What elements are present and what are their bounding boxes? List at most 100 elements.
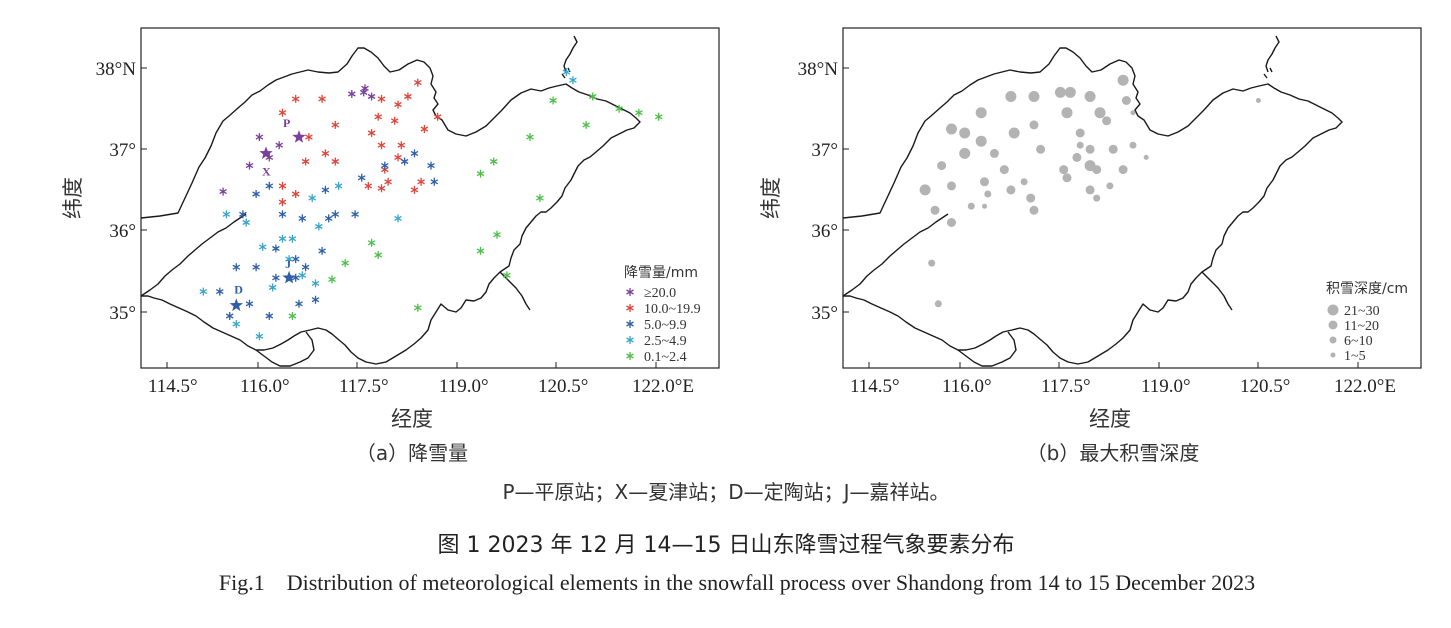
panel-a-xtick: 117.5° [339,376,389,397]
snowfall-point [433,112,442,121]
snowfall-point [394,100,402,109]
snowfall-point [215,287,224,296]
snow-depth-point [1106,182,1114,190]
snowfall-point [321,149,330,158]
snowfall-point [420,125,429,133]
legend-b-marker [1330,352,1336,358]
snowfall-point [245,161,254,170]
figure-title-en: Fig.1 Distribution of meteorological ele… [219,570,1255,595]
snowfall-point [291,190,300,198]
snowfall-point [311,295,320,304]
snowfall-point [569,76,577,85]
snowfall-point [232,320,241,329]
legend-b-marker [1327,304,1339,316]
legend-b-label: 11~20 [1344,319,1379,334]
snow-depth-point [1108,144,1118,154]
snow-depth-point [967,202,975,210]
panel-b-ytick: 37° [811,140,838,161]
snowfall-point [536,194,544,203]
snowfall-point [239,210,247,219]
panel-a-ylabel: 纬度 [61,177,85,219]
snowfall-point [252,263,260,272]
snowfall-point [331,120,340,129]
panel-a-xtick: 120.5° [538,376,588,397]
panel-b-ylabel: 纬度 [759,177,783,219]
snowfall-point [278,234,287,243]
snowfall-point [275,141,284,150]
legend-a-label: ≥20.0 [644,286,676,301]
snowfall-point [265,181,274,190]
snowfall-point [232,263,241,272]
snow-depth-point [1084,91,1096,102]
snow-depth-point [1029,205,1039,215]
snow-depth-point [934,300,942,308]
snowfall-point [272,244,280,253]
snowfall-point [341,259,350,268]
snow-depth-point [1008,127,1020,139]
snowfall-point [288,312,297,320]
snowfall-point [400,157,409,166]
legend-b-label: 6~10 [1344,334,1373,349]
snowfall-point [351,210,359,219]
snowfall-point [549,96,557,105]
snowfall-point [318,246,326,255]
snowfall-point [377,94,386,103]
snowfall-point [324,214,333,223]
panel-a-frame [140,27,720,369]
snowfall-point [291,273,300,282]
snowfall-point [380,161,389,170]
snowfall-point [321,185,330,194]
snowfall-point [291,255,300,264]
panel-b-xtick: 117.5° [1041,376,1091,397]
snowfall-point [278,108,287,117]
snow-depth-point [959,127,971,139]
panel-b-xtick: 116.0° [942,376,992,397]
snowfall-point [331,157,340,166]
snowfall-point [255,332,264,341]
snowfall-point [285,255,293,264]
legend-a-marker [626,352,634,360]
snow-depth-point [1054,86,1066,98]
panel-a-legend: 降雪量/mm ≥20.010.0~19.95.0~9.92.5~4.90.1~2… [624,265,701,365]
snow-depth-point [1094,107,1106,119]
snowfall-point [301,263,310,272]
legend-a-marker [626,336,634,344]
panel-b-xlabel: 经度 [1089,407,1131,431]
legend-b-marker [1328,320,1338,330]
panel-a-ytick: 35° [109,303,136,324]
snow-depth-point [1076,141,1084,149]
snowfall-point [268,283,277,292]
snowfall-point [272,273,280,282]
panel-a-xtick: 119.0° [439,376,489,397]
snowfall-point [334,181,343,190]
panel-a-ytick: 36° [109,221,136,242]
snowfall-point [397,141,406,150]
panel-b-xticks: 114.5° 116.0° 117.5° 119.0° 120.5° 122.0… [850,362,1396,397]
panel-a-boundary [140,47,641,365]
snow-depth-point [1062,173,1072,183]
panel-b: 114.5° 116.0° 117.5° 119.0° 120.5° 122.0… [759,27,1422,465]
snow-depth-point [1085,185,1095,195]
legend-b-title: 积雪深度/cm [1326,281,1408,297]
snow-depth-point [1143,154,1149,160]
snow-depth-point [919,184,931,196]
snowfall-point [489,157,498,166]
snowfall-point [298,214,307,223]
snow-depth-point [946,123,957,135]
panel-a-stations: P X D J [229,116,306,312]
panel-a-south-boundary-2 [499,271,531,311]
snowfall-point [278,198,287,207]
figure-title-cn: 图 1 2023 年 12 月 14—15 日山东降雪过程气象要素分布 [438,533,1015,558]
snow-depth-point [1129,141,1137,149]
snow-depth-point [1093,194,1101,202]
station-marker [229,298,243,312]
snowfall-point [503,271,511,280]
panel-a-marks [199,68,663,341]
legend-a-marker [626,288,634,296]
panel-a-inner-boundary [140,213,247,297]
legend-a-marker [626,304,634,312]
snow-depth-point [937,161,947,171]
snowfall-point [390,116,399,125]
snow-depth-point [999,165,1009,175]
